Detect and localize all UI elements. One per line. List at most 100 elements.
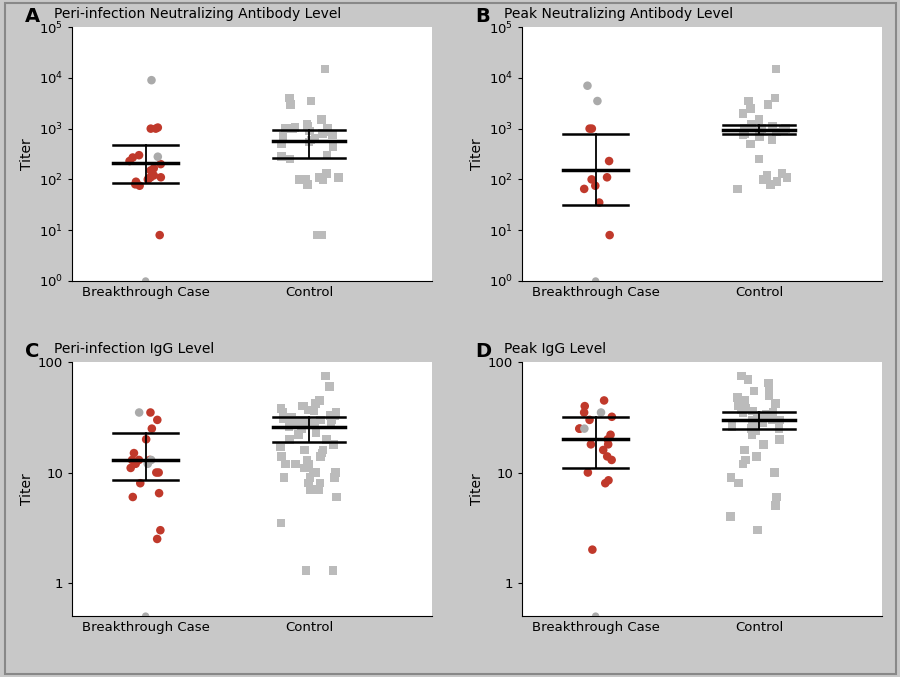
- Point: [301, 121, 315, 132]
- Point: [737, 123, 751, 134]
- Point: [148, 123, 163, 134]
- Point: [150, 122, 165, 133]
- Point: [126, 492, 140, 502]
- Text: Peri-infection IgG Level: Peri-infection IgG Level: [54, 342, 214, 356]
- Point: [284, 412, 299, 422]
- Point: [128, 179, 142, 190]
- Point: [725, 421, 740, 432]
- Point: [734, 404, 749, 415]
- Point: [751, 525, 765, 536]
- Point: [769, 64, 783, 74]
- Point: [769, 500, 783, 511]
- Point: [140, 458, 155, 469]
- Point: [596, 445, 610, 456]
- Point: [154, 158, 168, 169]
- Point: [288, 122, 302, 133]
- Point: [282, 421, 296, 432]
- Point: [299, 565, 313, 575]
- Point: [150, 151, 165, 162]
- Text: Peak IgG Level: Peak IgG Level: [504, 342, 606, 356]
- Point: [303, 484, 318, 495]
- Point: [761, 377, 776, 388]
- Point: [276, 413, 291, 424]
- Point: [745, 406, 760, 416]
- Point: [140, 174, 155, 185]
- Point: [303, 472, 318, 483]
- Point: [322, 381, 337, 392]
- Point: [772, 434, 787, 445]
- Y-axis label: Titer: Titer: [20, 473, 33, 505]
- Point: [597, 395, 611, 406]
- Y-axis label: Titer: Titer: [470, 473, 483, 505]
- Point: [737, 128, 751, 139]
- Point: [326, 141, 340, 152]
- Point: [744, 119, 759, 130]
- Point: [312, 395, 327, 406]
- Point: [314, 114, 328, 125]
- Point: [144, 74, 158, 85]
- Point: [324, 418, 338, 429]
- Point: [310, 230, 325, 240]
- Point: [285, 123, 300, 134]
- Point: [274, 403, 288, 414]
- Point: [601, 475, 616, 485]
- Point: [766, 407, 780, 418]
- Point: [600, 451, 615, 462]
- Point: [572, 423, 587, 434]
- Point: [323, 410, 338, 420]
- Point: [275, 407, 290, 418]
- Text: A: A: [25, 7, 40, 26]
- Point: [320, 150, 334, 160]
- Point: [599, 172, 614, 183]
- Point: [741, 374, 755, 385]
- Point: [724, 472, 738, 483]
- Point: [127, 447, 141, 458]
- Point: [125, 454, 140, 465]
- Point: [749, 418, 763, 429]
- Point: [763, 179, 778, 190]
- Point: [274, 139, 289, 150]
- Point: [274, 451, 289, 462]
- Point: [288, 458, 302, 469]
- Point: [126, 152, 140, 163]
- Point: [600, 434, 615, 445]
- Point: [316, 445, 330, 456]
- Point: [131, 454, 146, 465]
- Point: [751, 414, 765, 425]
- Point: [291, 429, 305, 440]
- Point: [770, 176, 784, 187]
- Point: [300, 416, 314, 427]
- Point: [736, 108, 751, 118]
- Point: [768, 398, 782, 409]
- Point: [754, 123, 769, 134]
- Point: [154, 172, 168, 183]
- Point: [319, 370, 333, 381]
- Point: [737, 401, 751, 412]
- Point: [730, 392, 744, 403]
- Point: [313, 414, 328, 425]
- Point: [584, 174, 598, 185]
- Point: [730, 183, 744, 194]
- Point: [297, 401, 311, 412]
- Point: [132, 407, 147, 418]
- Point: [147, 163, 161, 174]
- Point: [588, 180, 602, 191]
- Point: [143, 407, 157, 418]
- Point: [145, 423, 159, 434]
- Point: [277, 472, 292, 483]
- Point: [306, 467, 320, 478]
- Point: [748, 425, 762, 436]
- Point: [284, 420, 298, 431]
- Point: [752, 114, 767, 125]
- Point: [738, 454, 752, 465]
- Point: [313, 478, 328, 489]
- Point: [582, 414, 597, 425]
- Point: [738, 395, 752, 406]
- Point: [328, 407, 343, 418]
- Point: [765, 135, 779, 146]
- Point: [577, 407, 591, 418]
- Point: [122, 156, 137, 167]
- Point: [274, 517, 288, 528]
- Point: [144, 454, 158, 465]
- Point: [294, 423, 309, 434]
